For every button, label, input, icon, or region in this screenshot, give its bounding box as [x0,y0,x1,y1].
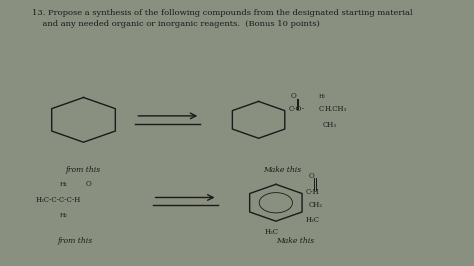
Text: H₂: H₂ [60,213,68,218]
Text: Make this: Make this [276,237,314,245]
Text: C-O-: C-O- [289,105,305,113]
Text: H₂: H₂ [318,94,325,99]
Text: CH₃: CH₃ [322,121,337,129]
Text: H₃C: H₃C [265,228,279,236]
Text: C: C [318,105,323,113]
Text: O: O [291,92,297,100]
Text: O: O [86,180,91,188]
Text: H₂: H₂ [60,182,68,187]
Text: O: O [308,172,314,180]
Text: 13. Propose a synthesis of the following compounds from the designated starting : 13. Propose a synthesis of the following… [32,9,412,28]
Text: C-H: C-H [306,188,320,196]
Text: CH₂: CH₂ [308,201,322,209]
Text: H.CH₃: H.CH₃ [324,105,346,113]
Text: from this: from this [57,237,92,245]
Text: H₃C-C-C-C-H: H₃C-C-C-C-H [36,196,81,204]
Text: from this: from this [66,166,101,174]
Text: Make this: Make this [263,166,301,174]
Text: H₃C: H₃C [306,216,320,224]
